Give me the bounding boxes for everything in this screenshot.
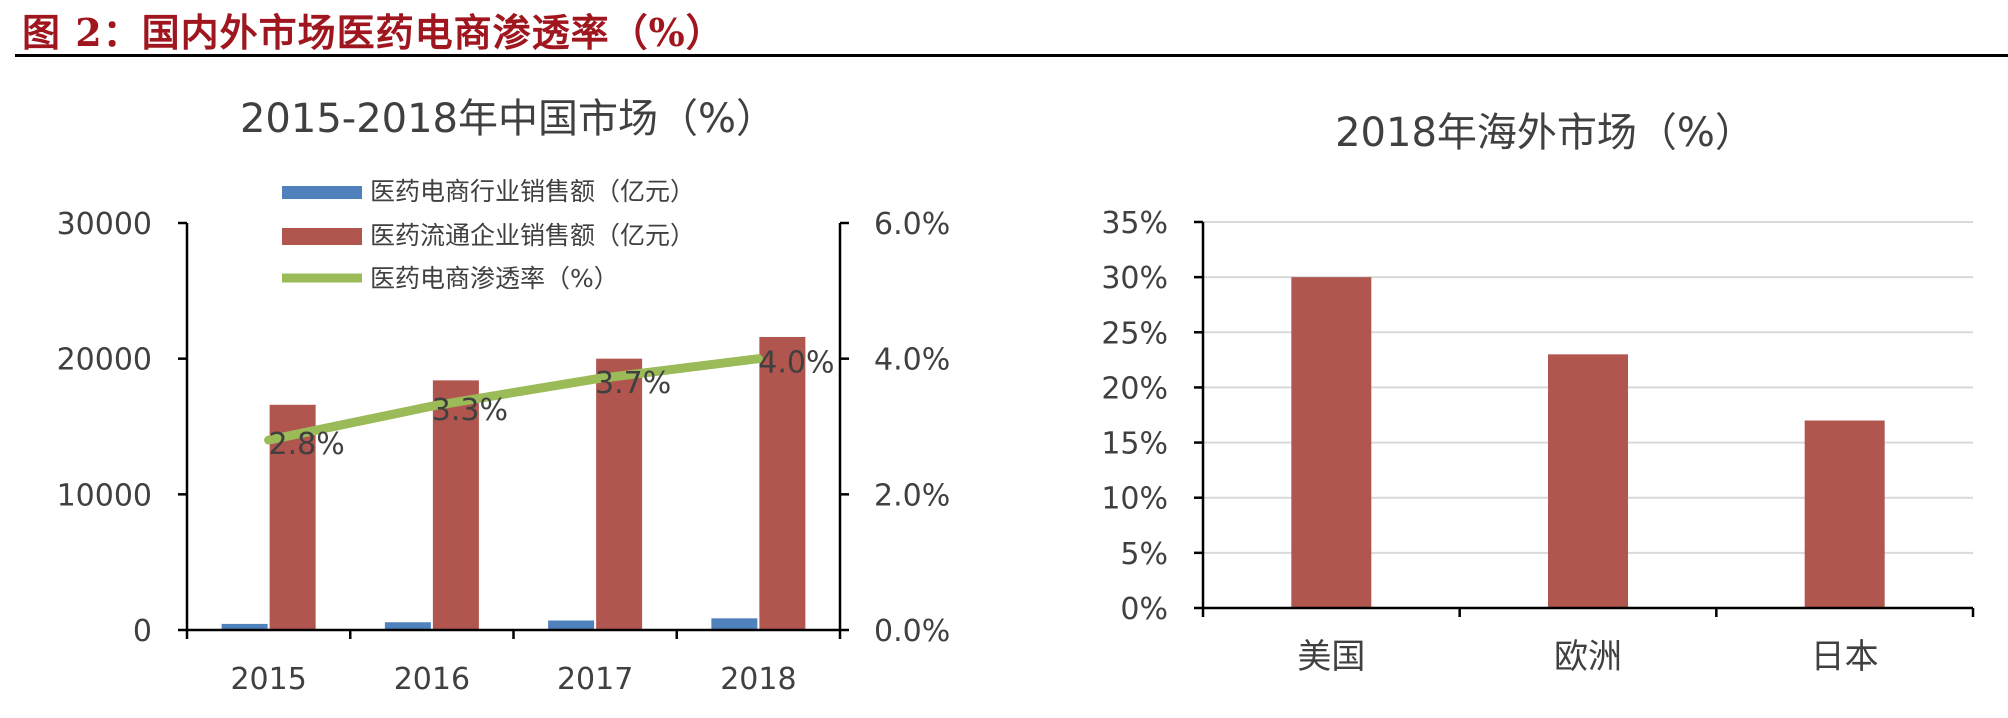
bar-distribution-sales-2016	[432, 380, 479, 630]
penetration-rate-label-2017: 3.7%	[595, 366, 671, 401]
right-y-tick-label: 6.0%	[874, 207, 950, 242]
x-tick-label-2015: 2015	[230, 662, 306, 697]
overseas-chart-title: 2018年海外市场（%）	[1335, 110, 1755, 156]
bar-ecommerce-sales-2017	[548, 620, 595, 630]
bar-ecommerce-sales-2015	[221, 623, 268, 630]
bar-ecommerce-sales-2016	[384, 622, 431, 630]
y-tick-label: 10%	[1101, 482, 1168, 517]
legend-label-ecommerce-sales: 医药电商行业销售额（亿元）	[370, 177, 695, 206]
x-tick-label-2017: 2017	[557, 662, 633, 697]
x-tick-label-japan: 日本	[1811, 637, 1879, 677]
right-y-tick-label: 2.0%	[874, 478, 950, 513]
x-tick-label-usa: 美国	[1297, 637, 1365, 677]
china-chart-legend: 医药电商行业销售额（亿元） 医药流通企业销售额（亿元） 医药电商渗透率（%）	[282, 177, 695, 293]
penetration-rate-label-2015: 2.8%	[269, 427, 345, 462]
china-market-chart: 2015-2018年中国市场（%） 医药电商行业销售额（亿元） 医药流通企业销售…	[57, 96, 951, 697]
x-tick-label-2016: 2016	[394, 662, 470, 697]
right-y-tick-label: 0.0%	[874, 614, 950, 649]
y-tick-label: 25%	[1101, 316, 1168, 351]
left-y-tick-label: 20000	[57, 343, 152, 378]
y-tick-label: 30%	[1101, 261, 1168, 296]
penetration-rate-line	[264, 354, 763, 445]
figure-title: 图 2：国内外市场医药电商渗透率（%）	[22, 10, 725, 55]
bar-ecommerce-sales-2018	[711, 618, 758, 630]
title-divider	[15, 54, 2008, 57]
overseas-market-chart: 2018年海外市场（%） 0% 5% 10% 15% 20% 25% 30% 35% 美国 欧洲 日…	[1101, 110, 1975, 677]
china-chart-title: 2015-2018年中国市场（%）	[240, 96, 776, 142]
x-tick-label-2018: 2018	[720, 662, 796, 697]
y-tick-label: 5%	[1120, 537, 1168, 572]
legend-swatch-ecommerce-sales	[282, 186, 362, 199]
legend-swatch-distribution-sales	[282, 228, 362, 245]
y-tick-label: 20%	[1101, 371, 1168, 406]
y-tick-label: 0%	[1120, 592, 1168, 627]
bar-distribution-sales-2017	[596, 358, 643, 630]
penetration-rate-label-2018: 4.0%	[758, 346, 834, 381]
bar-usa	[1291, 277, 1372, 608]
right-y-tick-label: 4.0%	[874, 343, 950, 378]
penetration-rate-label-2016: 3.3%	[432, 393, 508, 428]
legend-label-penetration-rate: 医药电商渗透率（%）	[370, 264, 619, 293]
y-tick-label: 35%	[1101, 206, 1168, 241]
y-tick-label: 15%	[1101, 427, 1168, 462]
x-tick-label-europe: 欧洲	[1554, 637, 1622, 677]
bar-europe	[1548, 354, 1628, 608]
left-y-tick-label: 0	[133, 614, 152, 649]
legend-label-distribution-sales: 医药流通企业销售额（亿元）	[370, 221, 695, 250]
bar-japan	[1804, 420, 1885, 608]
left-y-tick-label: 10000	[57, 478, 152, 513]
left-y-tick-label: 30000	[57, 207, 152, 242]
bar-distribution-sales-2018	[759, 336, 806, 630]
